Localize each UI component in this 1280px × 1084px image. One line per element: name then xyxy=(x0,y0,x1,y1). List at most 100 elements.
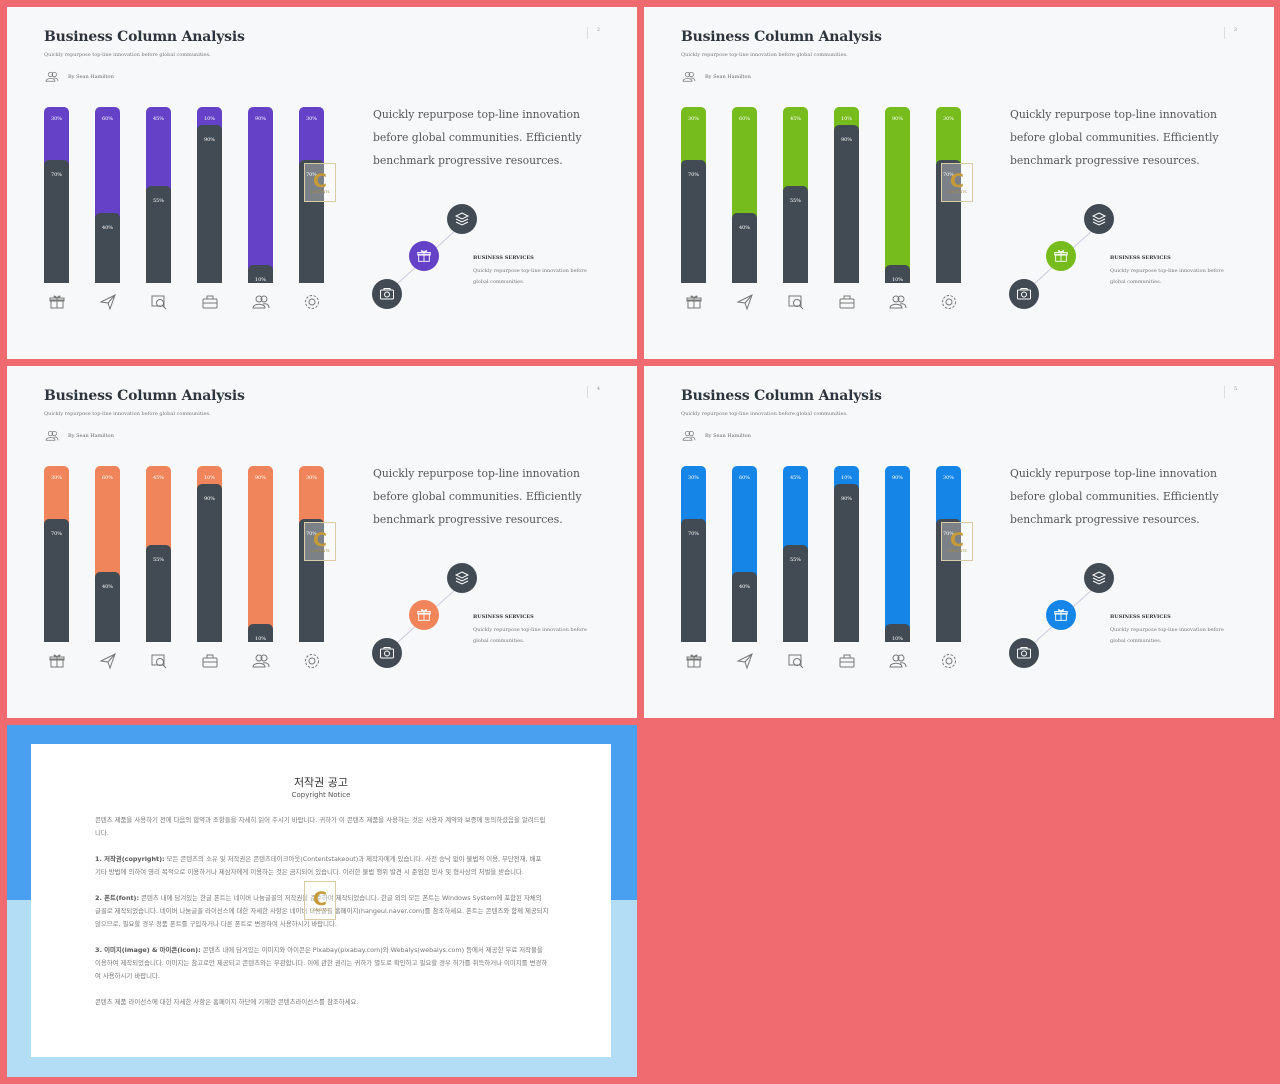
gift-icon xyxy=(1046,600,1076,630)
users-icon xyxy=(681,429,705,443)
bar-bottom-segment xyxy=(936,518,961,642)
copyright-subtitle: Copyright Notice xyxy=(291,791,351,799)
bar-bottom-segment xyxy=(299,159,324,283)
copyright-section-2: 2. 폰트(font): 콘텐츠 내에 담겨있는 한글 폰트는 네이버 나눔글꼴… xyxy=(95,892,549,931)
copyright-section-1-text: 모든 콘텐츠의 소유 및 저작권은 콘텐츠테이크아웃(Contentstakeo… xyxy=(95,855,542,876)
service-title: BUSINESS SERVICES xyxy=(1110,255,1171,261)
bar-top-label: 30% xyxy=(50,116,63,122)
users-icon xyxy=(44,429,68,443)
slide-title: Business Column Analysis xyxy=(44,29,245,45)
logo-letter: C xyxy=(313,528,327,551)
page-number: 3 xyxy=(1224,27,1237,39)
service-description: Quickly repurpose top-line innovation be… xyxy=(473,268,587,285)
slide-title: Business Column Analysis xyxy=(681,388,882,404)
camera-icon xyxy=(372,638,402,668)
logo-text: CONTENTS xyxy=(310,189,330,194)
page-number: 4 xyxy=(587,386,600,398)
briefcase-icon xyxy=(201,293,219,311)
bar-bottom-label: 10% xyxy=(891,636,904,642)
logo-text: CONTENTS xyxy=(310,548,330,553)
copyright-section-3-text: 콘텐츠 내에 담겨있는 이미지와 아이콘은 Pixabay(pixabay.co… xyxy=(95,946,548,980)
gear-icon xyxy=(940,652,958,670)
bar-bottom-label: 40% xyxy=(738,583,751,590)
bar-bottom-label: 90% xyxy=(840,136,853,143)
gift-icon xyxy=(48,652,66,670)
bar-bottom-label: 10% xyxy=(254,636,267,642)
column-bar: 10% 90% xyxy=(834,466,859,642)
bar-bottom-segment xyxy=(783,186,808,283)
slide-subtitle: Quickly repurpose top-line innovation be… xyxy=(681,411,848,417)
camera-icon xyxy=(1009,279,1039,309)
bar-bottom-label: 40% xyxy=(101,224,114,231)
bar-bottom-segment xyxy=(732,212,757,283)
gift-icon xyxy=(1046,241,1076,271)
camera-icon xyxy=(372,279,402,309)
bar-bottom-segment xyxy=(95,212,120,283)
column-bar: 90% 10% xyxy=(248,466,273,642)
bar-bottom-label: 10% xyxy=(254,277,267,283)
service-title: BUSINESS SERVICES xyxy=(473,255,534,261)
logo-text: CONTENTS xyxy=(947,189,967,194)
bar-top-label: 30% xyxy=(305,475,318,481)
bar-bottom-segment xyxy=(197,124,222,283)
bar-bottom-segment xyxy=(783,545,808,642)
column-bar: 30% 70% xyxy=(299,466,324,642)
slide-subtitle: Quickly repurpose top-line innovation be… xyxy=(44,52,211,58)
gift-icon xyxy=(685,293,703,311)
briefcase-icon xyxy=(838,652,856,670)
bar-bottom-segment xyxy=(936,159,961,283)
contents-logo: C CONTENTS xyxy=(941,522,973,561)
briefcase-icon xyxy=(201,652,219,670)
bar-bottom-segment xyxy=(95,571,120,642)
briefcase-icon xyxy=(838,293,856,311)
column-bar: 30% 70% xyxy=(936,466,961,642)
contents-logo: C CONTENTS xyxy=(304,522,336,561)
column-bar: 10% 90% xyxy=(197,466,222,642)
bar-top-label: 30% xyxy=(50,475,63,481)
bar-bottom-label: 55% xyxy=(152,557,165,564)
bar-top-segment xyxy=(248,466,273,642)
bar-top-label: 45% xyxy=(152,116,165,122)
photo-icon xyxy=(787,652,805,670)
bar-bottom-segment xyxy=(834,124,859,283)
column-bar: 60% 40% xyxy=(95,107,120,283)
users-icon xyxy=(681,70,705,84)
users-icon xyxy=(252,293,270,311)
column-bar: 30% 70% xyxy=(44,466,69,642)
layers-icon xyxy=(1084,563,1114,593)
author-name: By Sean Hamilton xyxy=(705,433,751,439)
column-bar: 60% 40% xyxy=(732,107,757,283)
slide-paragraph: Quickly repurpose top-line innovation be… xyxy=(1010,467,1219,526)
bar-top-label: 60% xyxy=(738,475,751,481)
column-bar: 30% 70% xyxy=(681,466,706,642)
bar-bottom-label: 70% xyxy=(687,530,700,537)
column-bar: 30% 70% xyxy=(936,107,961,283)
bar-top-segment xyxy=(248,107,273,283)
users-icon xyxy=(889,652,907,670)
bar-top-label: 45% xyxy=(789,116,802,122)
layers-icon xyxy=(447,563,477,593)
bar-bottom-label: 70% xyxy=(305,171,318,178)
bar-bottom-label: 55% xyxy=(789,557,802,564)
bar-top-label: 10% xyxy=(840,116,853,122)
gift-icon xyxy=(409,241,439,271)
service-description: Quickly repurpose top-line innovation be… xyxy=(1110,627,1224,644)
service-description: Quickly repurpose top-line innovation be… xyxy=(473,627,587,644)
service-title: BUSINESS SERVICES xyxy=(473,614,534,620)
gear-icon xyxy=(303,293,321,311)
copyright-section-1: 1. 저작권(copyright): 모든 콘텐츠의 소유 및 저작권은 콘텐츠… xyxy=(95,853,549,879)
column-bar: 60% 40% xyxy=(732,466,757,642)
bar-bottom-segment xyxy=(681,518,706,642)
author-line: By Sean Hamilton xyxy=(681,429,751,443)
bar-top-label: 10% xyxy=(203,475,216,481)
author-name: By Sean Hamilton xyxy=(68,74,114,80)
copyright-body: 콘텐츠 제품을 사용하기 전에 다음의 합약과 조항들을 자세히 읽어 주시기 … xyxy=(95,814,549,1022)
bar-bottom-segment xyxy=(732,571,757,642)
photo-icon xyxy=(150,293,168,311)
column-bar: 60% 40% xyxy=(95,466,120,642)
slide-paragraph: Quickly repurpose top-line innovation be… xyxy=(373,467,582,526)
bar-top-label: 30% xyxy=(942,475,955,481)
bar-bottom-label: 55% xyxy=(789,198,802,205)
slide-paragraph: Quickly repurpose top-line innovation be… xyxy=(373,108,582,167)
bar-top-label: 10% xyxy=(203,116,216,122)
